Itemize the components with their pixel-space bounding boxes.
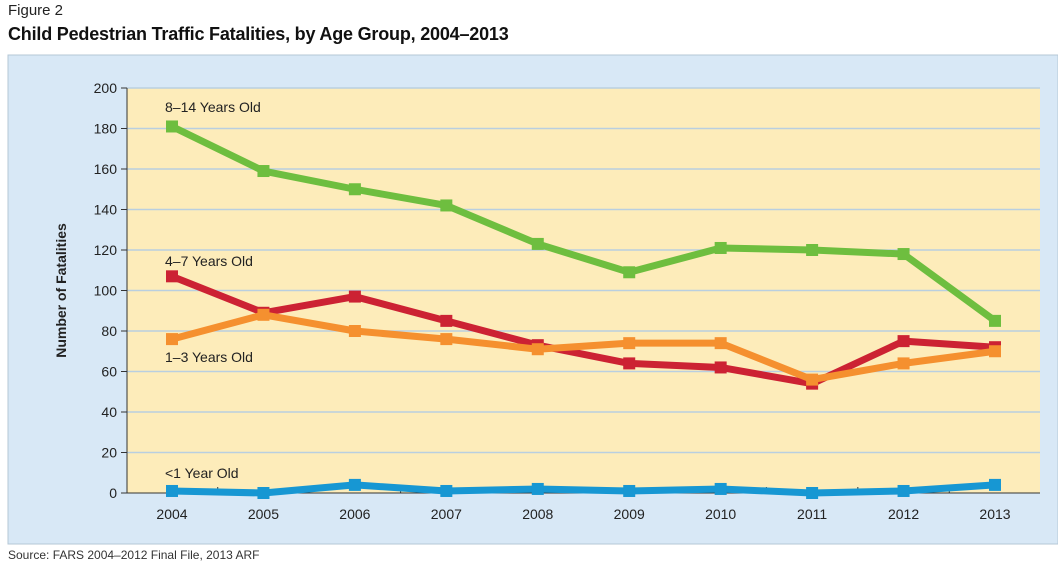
data-point: [166, 333, 178, 346]
y-tick-label: 40: [101, 404, 117, 420]
data-point: [806, 487, 819, 499]
data-point: [166, 270, 178, 283]
y-tick-label: 180: [94, 121, 118, 137]
data-point: [623, 266, 636, 279]
data-point: [897, 357, 910, 370]
series-1: 4–7 Years Old: [165, 253, 1001, 390]
data-point: [806, 244, 819, 256]
series-label: 4–7 Years Old: [165, 253, 253, 269]
data-point: [166, 120, 178, 133]
data-point: [257, 308, 270, 321]
chart-title: Child Pedestrian Traffic Fatalities, by …: [8, 24, 509, 44]
y-tick-label: 100: [94, 283, 118, 299]
series-0: 8–14 Years Old: [165, 99, 1001, 327]
data-point: [623, 357, 636, 370]
y-tick-label: 0: [109, 485, 117, 501]
y-axis-label: Number of Fatalities: [53, 223, 69, 358]
data-point: [531, 482, 544, 495]
series-2: 1–3 Years Old: [165, 308, 1001, 386]
data-point: [257, 487, 270, 499]
series-label: 8–14 Years Old: [165, 99, 261, 115]
x-tick-label: 2013: [979, 506, 1010, 522]
data-point: [440, 484, 453, 497]
data-point: [989, 345, 1001, 358]
series-line: [171, 311, 996, 384]
x-tick-label: 2010: [705, 506, 736, 522]
data-point: [714, 482, 727, 495]
data-point: [714, 361, 727, 374]
y-tick-label: 120: [94, 242, 118, 258]
data-point: [623, 484, 636, 497]
y-tick-label: 20: [101, 445, 117, 461]
data-point: [166, 484, 178, 497]
data-point: [531, 237, 544, 250]
source-note: Source: FARS 2004–2012 Final File, 2013 …: [8, 548, 260, 562]
y-tick-label: 140: [94, 202, 118, 218]
series-line: [171, 481, 996, 497]
data-point: [714, 241, 727, 254]
data-point: [257, 165, 270, 178]
series-line: [170, 123, 998, 324]
x-tick-label: 2011: [797, 506, 827, 522]
data-point: [440, 333, 453, 346]
data-point: [897, 484, 910, 497]
series-label: 1–3 Years Old: [165, 349, 253, 365]
y-tick-label: 160: [94, 161, 118, 177]
series-label: <1 Year Old: [165, 465, 239, 481]
data-point: [897, 248, 910, 261]
data-point: [897, 335, 910, 348]
x-tick-label: 2008: [522, 506, 553, 522]
y-tick-label: 60: [101, 364, 117, 380]
series-line: [170, 273, 996, 388]
data-point: [440, 199, 453, 212]
x-tick-label: 2006: [339, 506, 370, 522]
x-tick-label: 2012: [888, 506, 919, 522]
x-tick-label: 2009: [614, 506, 645, 522]
data-point: [348, 290, 361, 303]
x-tick-label: 2005: [248, 506, 279, 522]
y-tick-label: 200: [94, 80, 118, 96]
y-tick-label: 80: [101, 323, 117, 339]
data-point: [440, 314, 453, 327]
data-point: [806, 373, 819, 386]
data-point: [989, 314, 1001, 327]
data-point: [348, 183, 361, 196]
data-point: [989, 478, 1001, 491]
x-tick-label: 2004: [156, 506, 187, 522]
data-point: [623, 337, 636, 350]
figure-label: Figure 2: [8, 2, 64, 19]
x-tick-label: 2007: [431, 506, 462, 522]
data-point: [714, 337, 727, 350]
data-point: [531, 343, 544, 356]
data-point: [348, 478, 361, 491]
series-3: <1 Year Old: [165, 465, 1001, 499]
data-point: [348, 325, 361, 337]
